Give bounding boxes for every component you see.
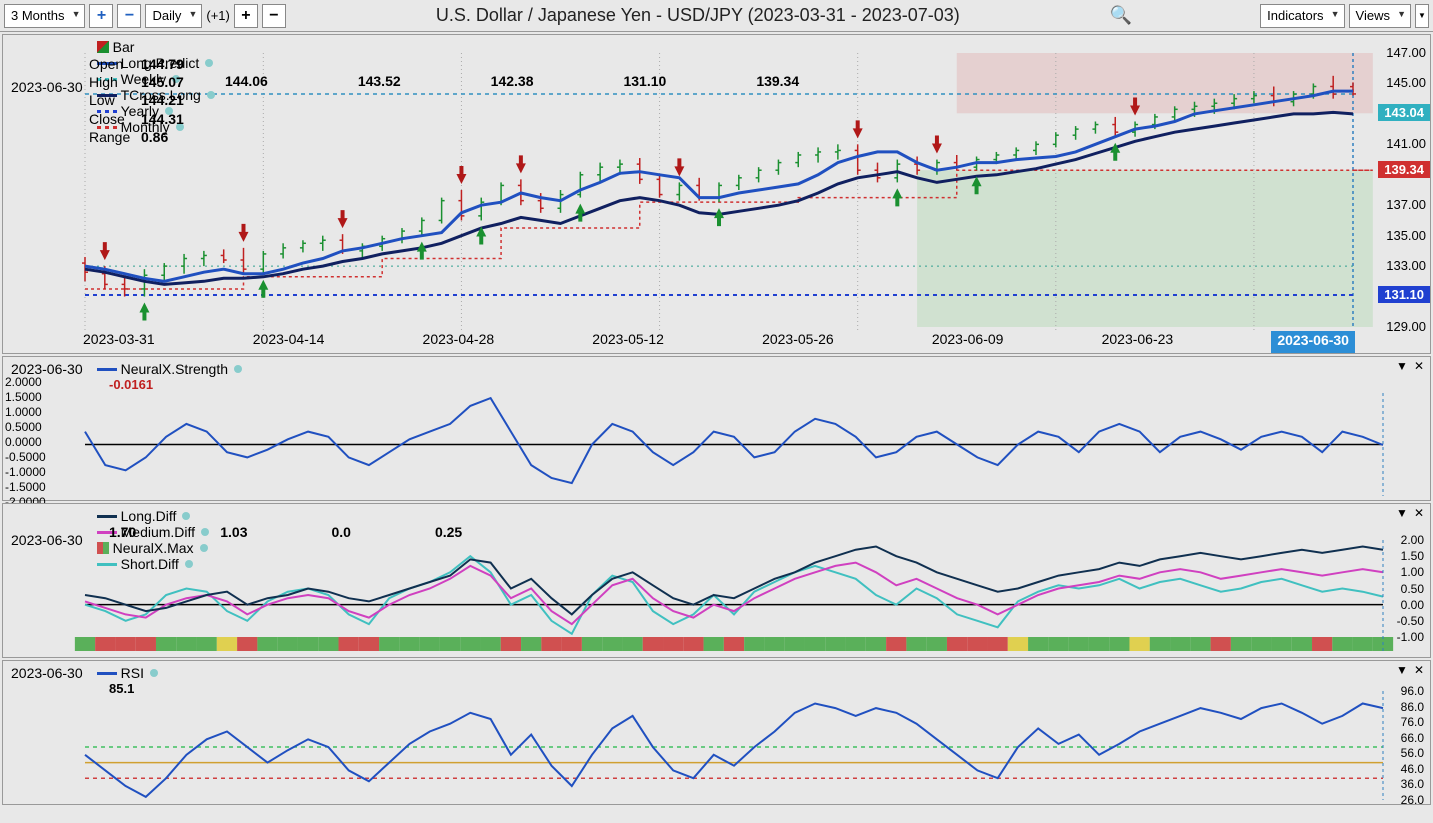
p3-date: 2023-06-30 (11, 532, 83, 548)
p4-date: 2023-06-30 (11, 665, 83, 681)
y-tick: 139.34 (1378, 161, 1430, 178)
legend-item[interactable]: Long.Diff (97, 508, 209, 524)
y-tick: 2.00 (1401, 533, 1424, 547)
legend-value: 143.52 (358, 73, 401, 89)
x-date: 2023-04-28 (423, 331, 495, 353)
y-tick: 1.00 (1401, 565, 1424, 579)
y-tick: 46.0 (1401, 762, 1424, 776)
diff-panel: 2023-06-30 Long.DiffMedium.DiffNeuralX.M… (2, 503, 1431, 658)
legend-value: 139.34 (756, 73, 799, 89)
x-date-current: 2023-06-30 (1271, 331, 1355, 353)
legend-value: 142.38 (491, 73, 534, 89)
y-tick: 131.10 (1378, 286, 1430, 303)
rsi-panel: 2023-06-30 RSI 85.1 ▼✕ 96.0 86.076.0 66.05… (2, 660, 1431, 805)
y-tick: -1.5000 (5, 480, 46, 495)
collapse-icon[interactable]: ▼ (1394, 506, 1410, 520)
p4-value: 85.1 (109, 681, 134, 696)
range-dropdown[interactable]: 3 Months (4, 4, 85, 28)
p4-name: RSI (121, 665, 144, 681)
legend-value: 0.0 (332, 524, 351, 540)
y-tick: -0.50 (1397, 614, 1424, 628)
chart-title: U.S. Dollar / Japanese Yen - USD/JPY (20… (290, 5, 1106, 26)
y-tick: 137.00 (1386, 197, 1426, 212)
y-tick: 0.0000 (5, 435, 46, 450)
main-price-chart: 2023-06-30 BarLong.PredictWeeklyTCross.L… (2, 34, 1431, 354)
y-tick: 143.04 (1378, 104, 1430, 121)
x-date: 2023-06-23 (1102, 331, 1174, 353)
y-tick: 145.00 (1386, 75, 1426, 90)
y-tick: 26.0 (1401, 793, 1424, 807)
zoom-in-button[interactable]: + (89, 4, 113, 28)
y-tick: 66.0 (1401, 731, 1424, 745)
x-date: 2023-04-14 (253, 331, 325, 353)
x-date: 2023-03-31 (83, 331, 155, 353)
x-date: 2023-05-26 (762, 331, 834, 353)
offset-label: (+1) (206, 8, 229, 23)
legend-value: 1.70 (109, 524, 136, 540)
legend-item[interactable]: Bar (97, 39, 215, 55)
y-tick: 0.50 (1401, 582, 1424, 596)
y-tick: 1.50 (1401, 549, 1424, 563)
y-tick: 0.5000 (5, 420, 46, 435)
y-tick: 135.00 (1386, 228, 1426, 243)
legend-item[interactable]: Short.Diff (97, 556, 209, 572)
y-tick: 86.0 (1401, 700, 1424, 714)
y-tick: -1.0000 (5, 465, 46, 480)
main-date-label: 2023-06-30 (11, 79, 83, 95)
collapse-icon[interactable]: ▼ (1394, 663, 1410, 677)
zoom-out-button[interactable]: − (117, 4, 141, 28)
y-tick: 129.00 (1386, 319, 1426, 334)
legend-value: 131.10 (623, 73, 666, 89)
y-tick: 76.0 (1401, 715, 1424, 729)
y-tick: 1.5000 (5, 390, 46, 405)
y-tick: 0.00 (1401, 598, 1424, 612)
views-dropdown[interactable]: Views (1349, 4, 1411, 28)
y-tick: -1.00 (1397, 630, 1424, 644)
menu-icon[interactable]: ▼ (1415, 4, 1429, 28)
y-tick: 133.00 (1386, 258, 1426, 273)
offset-dec-button[interactable]: − (262, 4, 286, 28)
p2-name: NeuralX.Strength (121, 361, 228, 377)
p4-chart-svg[interactable] (3, 661, 1428, 806)
x-date: 2023-06-09 (932, 331, 1004, 353)
y-tick: 96.0 (1401, 684, 1424, 698)
collapse-icon[interactable]: ▼ (1394, 359, 1410, 373)
y-tick: 1.0000 (5, 405, 46, 420)
legend-value: 144.06 (225, 73, 268, 89)
p2-value: -0.0161 (109, 377, 153, 392)
search-icon[interactable]: 🔍 (1110, 5, 1132, 26)
close-icon[interactable]: ✕ (1412, 663, 1426, 677)
y-tick: 36.0 (1401, 777, 1424, 791)
interval-dropdown[interactable]: Daily (145, 4, 202, 28)
y-tick: -0.5000 (5, 450, 46, 465)
ohlc-box: Open144.79 High145.07 Low144.21 Close144… (89, 55, 184, 146)
y-tick: 141.00 (1386, 136, 1426, 151)
y-tick: 56.0 (1401, 746, 1424, 760)
legend-value: 1.03 (220, 524, 247, 540)
x-date: 2023-05-12 (592, 331, 664, 353)
legend-item[interactable]: NeuralX.Max (97, 540, 209, 556)
neuralx-strength-panel: 2023-06-30 NeuralX.Strength -0.0161 ▼✕ 2… (2, 356, 1431, 501)
y-tick: 147.00 (1386, 45, 1426, 60)
close-icon[interactable]: ✕ (1412, 359, 1426, 373)
close-icon[interactable]: ✕ (1412, 506, 1426, 520)
p2-date: 2023-06-30 (11, 361, 83, 377)
legend-value: 0.25 (435, 524, 462, 540)
indicators-dropdown[interactable]: Indicators (1260, 4, 1344, 28)
toolbar: 3 Months + − Daily (+1) + − U.S. Dollar … (0, 0, 1433, 32)
offset-inc-button[interactable]: + (234, 4, 258, 28)
